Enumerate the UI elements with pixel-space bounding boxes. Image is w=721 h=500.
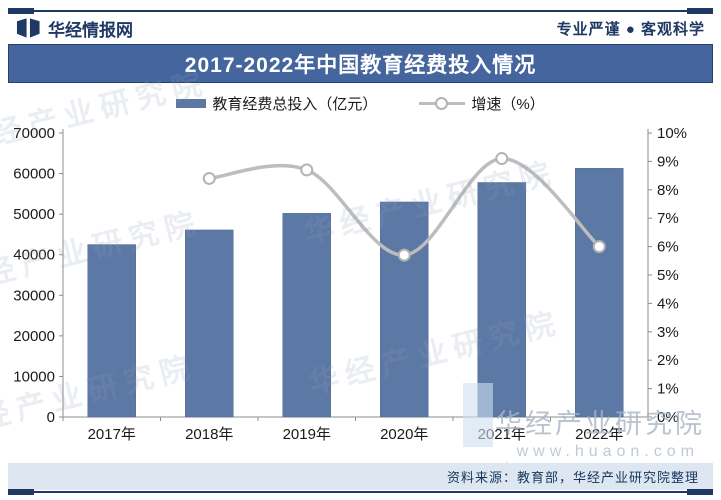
growth-line-marker — [397, 248, 411, 262]
top-divider-left-cap — [8, 8, 34, 14]
top-divider-right-cap — [687, 8, 713, 14]
legend-item-bars: 教育经费总投入（亿元） — [176, 93, 377, 114]
bar-swatch-icon — [176, 99, 207, 108]
right-axis-label: 0% — [657, 409, 679, 426]
left-axis-label: 20000 — [13, 328, 55, 345]
page-title: 2017-2022年中国教育经费投入情况 — [184, 53, 537, 77]
right-axis-label: 5% — [657, 267, 679, 284]
legend-item-line: 增速（%） — [419, 93, 545, 114]
title-band: 2017-2022年中国教育经费投入情况 — [8, 44, 713, 83]
x-axis-label: 2020年 — [380, 426, 428, 443]
bar-2021年 — [477, 182, 526, 418]
growth-line-marker — [495, 152, 509, 166]
growth-line-marker — [592, 240, 606, 254]
line-swatch-icon — [419, 97, 466, 110]
bottom-divider — [8, 489, 713, 495]
bar-2022年 — [575, 168, 624, 418]
right-axis-label: 4% — [657, 295, 679, 312]
left-axis-label: 0 — [47, 409, 55, 426]
right-axis-label: 1% — [657, 381, 679, 398]
chart-area: 0 10000 20000 30000 40000 50000 60000 70000 0% 1%… — [0, 122, 721, 457]
x-axis-label: 2019年 — [283, 426, 331, 443]
right-axis-label: 9% — [657, 153, 679, 170]
growth-line-marker — [202, 171, 216, 185]
left-axis-label: 10000 — [13, 368, 55, 385]
header-slogan: 专业严谨 ● 客观科学 — [556, 20, 705, 38]
top-divider — [8, 8, 713, 14]
bar-2017年 — [87, 244, 136, 418]
huajing-logo-icon — [16, 18, 40, 38]
bar-2020年 — [380, 201, 429, 418]
header: 华经情报网 专业严谨 ● 客观科学 — [16, 15, 705, 41]
left-axis-label: 60000 — [13, 166, 55, 183]
bar-2019年 — [282, 213, 331, 418]
x-axis-label: 2022年 — [575, 426, 623, 443]
brand-name: 华经情报网 — [48, 20, 133, 40]
growth-line-marker — [300, 163, 314, 177]
left-axis-label: 40000 — [13, 247, 55, 264]
left-axis-label: 70000 — [13, 125, 55, 142]
bottom-divider-right-cap — [687, 489, 713, 495]
left-axis-label: 50000 — [13, 206, 55, 223]
right-axis-label: 10% — [657, 125, 687, 142]
right-axis-label: 6% — [657, 239, 679, 256]
legend-line-label: 增速（%） — [471, 96, 545, 113]
bar-2018年 — [185, 229, 234, 418]
right-axis-label: 3% — [657, 324, 679, 341]
right-axis-label: 8% — [657, 182, 679, 199]
right-axis-label: 7% — [657, 210, 679, 227]
source-band: 资料来源：教育部，华经产业研究院整理 — [8, 463, 713, 490]
chart-legend: 教育经费总投入（亿元） 增速（%） — [0, 93, 721, 114]
bar-line-chart: 0 10000 20000 30000 40000 50000 60000 70000 0% 1%… — [13, 125, 687, 443]
left-axis-label: 30000 — [13, 287, 55, 304]
decorative-blue-rect — [463, 383, 493, 447]
brand: 华经情报网 — [16, 16, 133, 41]
source-text: 资料来源：教育部，华经产业研究院整理 — [446, 470, 699, 485]
legend-bars-label: 教育经费总投入（亿元） — [212, 96, 378, 113]
x-axis-label: 2018年 — [185, 426, 233, 443]
right-axis-label: 2% — [657, 352, 679, 369]
bottom-divider-left-cap — [8, 489, 34, 495]
x-axis-label: 2017年 — [88, 426, 136, 443]
